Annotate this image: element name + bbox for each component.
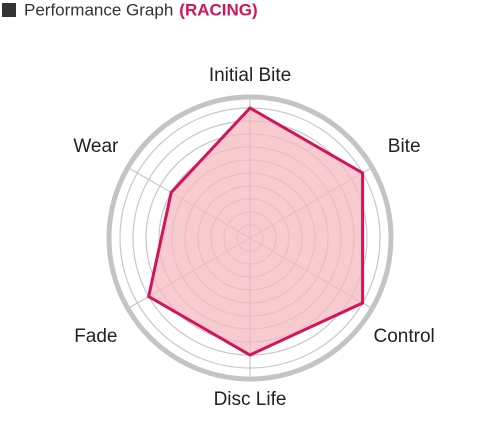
radar-area <box>146 106 365 357</box>
axis-label: Wear <box>73 136 119 157</box>
axis-label: Fade <box>74 326 117 347</box>
chart-title-tag: (RACING) <box>179 0 257 19</box>
axis-label: Bite <box>388 136 421 157</box>
axis-label: Control <box>374 326 435 347</box>
title-bullet <box>2 3 16 17</box>
axis-label: Initial Bite <box>209 65 291 86</box>
axis-label: Disc Life <box>214 389 287 410</box>
chart-title: Performance Graph <box>24 0 173 19</box>
